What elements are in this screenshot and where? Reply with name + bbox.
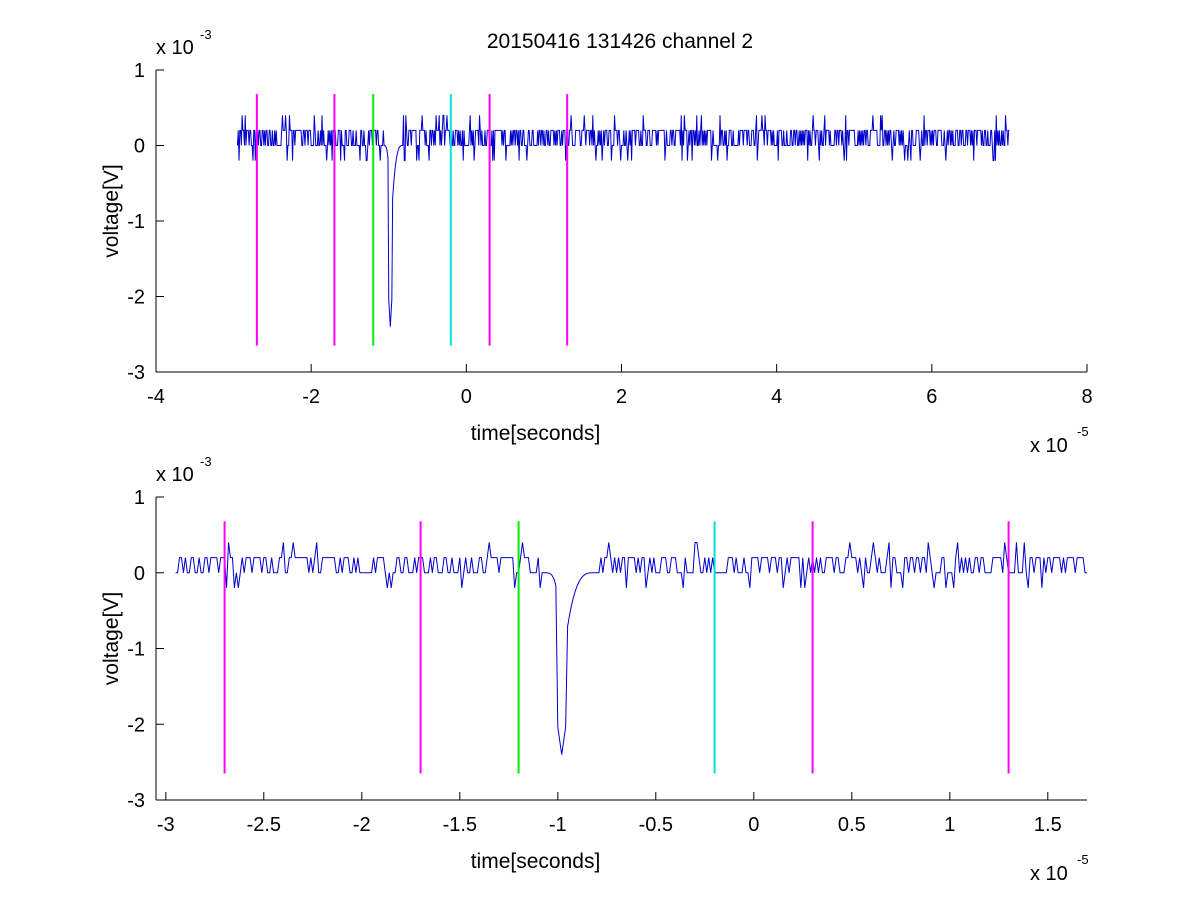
bottom-axes: -3 -2.5 -2 -1.5 -1 -0.5 0 0.5 1 1.5 -3 -2 -1 0 1 time[s… (100, 454, 1089, 885)
x-tick-label: 0.5 (838, 814, 866, 836)
voltage-series-line (236, 114, 1010, 327)
x-tick-label: 6 (926, 386, 937, 408)
y-tick-label: -1 (127, 211, 145, 233)
y-tick-label: 0 (134, 563, 145, 585)
x-axis-label: time[seconds] (471, 850, 601, 873)
x-tick-label: -1 (549, 814, 567, 836)
y-axis-label: voltage[V] (100, 164, 123, 257)
x-tick-label: -4 (147, 386, 165, 408)
x-exponent: -5 (1077, 424, 1089, 439)
y-tick-label: -3 (127, 790, 145, 812)
x-tick-label: -2 (353, 814, 371, 836)
x-tick-label: -2 (302, 386, 320, 408)
y-tick-label: -2 (127, 714, 145, 736)
y-exponent: -3 (200, 454, 212, 469)
x-tick-label: -1.5 (443, 814, 477, 836)
x-tick-label: -3 (157, 814, 175, 836)
y-tick-label: -1 (127, 639, 145, 661)
x-axis-label: time[seconds] (471, 422, 601, 445)
x-multiplier: x 10 (1030, 435, 1068, 457)
figure-title: 20150416 131426 channel 2 (487, 30, 753, 53)
x-tick-label: 2 (616, 386, 627, 408)
y-multiplier: x 10 (156, 37, 194, 59)
top-axes: -4 -2 0 2 4 6 8 -3 -2 -1 0 1 time[seconds] voltage[V]… (100, 27, 1093, 457)
x-tick-label: -2.5 (247, 814, 281, 836)
x-tick-label: -0.5 (639, 814, 673, 836)
x-tick-label: 0 (748, 814, 759, 836)
y-axis-label: voltage[V] (100, 592, 123, 685)
y-tick-label: 1 (134, 487, 145, 509)
x-tick-label: 8 (1081, 386, 1092, 408)
x-tick-label: 1.5 (1034, 814, 1062, 836)
x-multiplier: x 10 (1030, 863, 1068, 885)
x-exponent: -5 (1077, 852, 1089, 867)
y-multiplier: x 10 (156, 464, 194, 486)
y-tick-label: -3 (127, 362, 145, 384)
y-tick-label: 1 (134, 60, 145, 82)
x-tick-label: 0 (461, 386, 472, 408)
x-tick-label: 4 (771, 386, 782, 408)
y-tick-label: 0 (134, 136, 145, 158)
x-tick-label: 1 (944, 814, 955, 836)
y-tick-label: -2 (127, 287, 145, 309)
voltage-series-line (175, 541, 1087, 755)
y-exponent: -3 (200, 27, 212, 42)
